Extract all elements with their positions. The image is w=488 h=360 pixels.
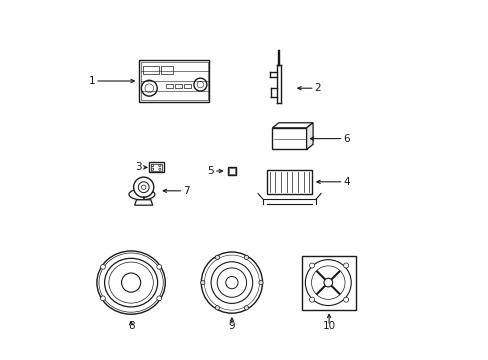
FancyBboxPatch shape bbox=[175, 84, 182, 88]
Ellipse shape bbox=[104, 258, 157, 307]
Circle shape bbox=[144, 84, 153, 93]
Circle shape bbox=[305, 260, 350, 306]
Circle shape bbox=[201, 252, 262, 313]
Circle shape bbox=[217, 268, 246, 297]
FancyBboxPatch shape bbox=[139, 60, 209, 102]
Circle shape bbox=[309, 297, 314, 302]
Ellipse shape bbox=[109, 262, 153, 303]
Polygon shape bbox=[272, 123, 312, 128]
Circle shape bbox=[151, 168, 153, 170]
Circle shape bbox=[197, 81, 203, 88]
Circle shape bbox=[204, 255, 259, 310]
Text: 6: 6 bbox=[343, 134, 349, 144]
FancyBboxPatch shape bbox=[227, 167, 235, 175]
Ellipse shape bbox=[97, 251, 165, 314]
Circle shape bbox=[141, 80, 157, 96]
Circle shape bbox=[138, 182, 149, 193]
Circle shape bbox=[159, 165, 161, 167]
Text: 3: 3 bbox=[135, 162, 142, 172]
Circle shape bbox=[200, 280, 204, 285]
Text: 8: 8 bbox=[127, 321, 134, 331]
Circle shape bbox=[215, 255, 219, 260]
FancyBboxPatch shape bbox=[150, 164, 162, 171]
Text: 9: 9 bbox=[228, 321, 235, 331]
Circle shape bbox=[343, 297, 348, 302]
Circle shape bbox=[244, 255, 248, 260]
Circle shape bbox=[194, 78, 206, 91]
Circle shape bbox=[122, 273, 141, 292]
FancyBboxPatch shape bbox=[228, 168, 234, 174]
Circle shape bbox=[324, 278, 332, 287]
FancyBboxPatch shape bbox=[302, 256, 355, 310]
Circle shape bbox=[258, 280, 263, 285]
Text: 10: 10 bbox=[322, 321, 335, 331]
Circle shape bbox=[157, 296, 162, 301]
FancyBboxPatch shape bbox=[266, 170, 311, 194]
Circle shape bbox=[311, 266, 345, 299]
Circle shape bbox=[343, 263, 348, 268]
FancyBboxPatch shape bbox=[142, 66, 159, 74]
Circle shape bbox=[215, 306, 219, 310]
FancyBboxPatch shape bbox=[161, 66, 173, 74]
Circle shape bbox=[244, 306, 248, 310]
Circle shape bbox=[225, 276, 238, 289]
Circle shape bbox=[157, 265, 162, 269]
Circle shape bbox=[141, 185, 145, 189]
Ellipse shape bbox=[99, 253, 163, 312]
Text: 2: 2 bbox=[314, 83, 321, 93]
Circle shape bbox=[101, 296, 105, 301]
Circle shape bbox=[309, 263, 314, 268]
Polygon shape bbox=[134, 200, 152, 205]
FancyBboxPatch shape bbox=[149, 162, 163, 172]
Text: 4: 4 bbox=[343, 177, 349, 187]
FancyBboxPatch shape bbox=[166, 84, 173, 88]
FancyBboxPatch shape bbox=[184, 84, 191, 88]
FancyBboxPatch shape bbox=[141, 62, 207, 100]
Text: 1: 1 bbox=[88, 76, 95, 86]
Circle shape bbox=[151, 165, 153, 167]
Polygon shape bbox=[306, 123, 312, 149]
Circle shape bbox=[211, 262, 252, 303]
Circle shape bbox=[159, 168, 161, 170]
Circle shape bbox=[101, 265, 105, 269]
Circle shape bbox=[133, 177, 153, 197]
Text: 5: 5 bbox=[207, 166, 213, 176]
Ellipse shape bbox=[129, 189, 155, 200]
Text: 7: 7 bbox=[183, 186, 189, 196]
FancyBboxPatch shape bbox=[272, 128, 306, 149]
